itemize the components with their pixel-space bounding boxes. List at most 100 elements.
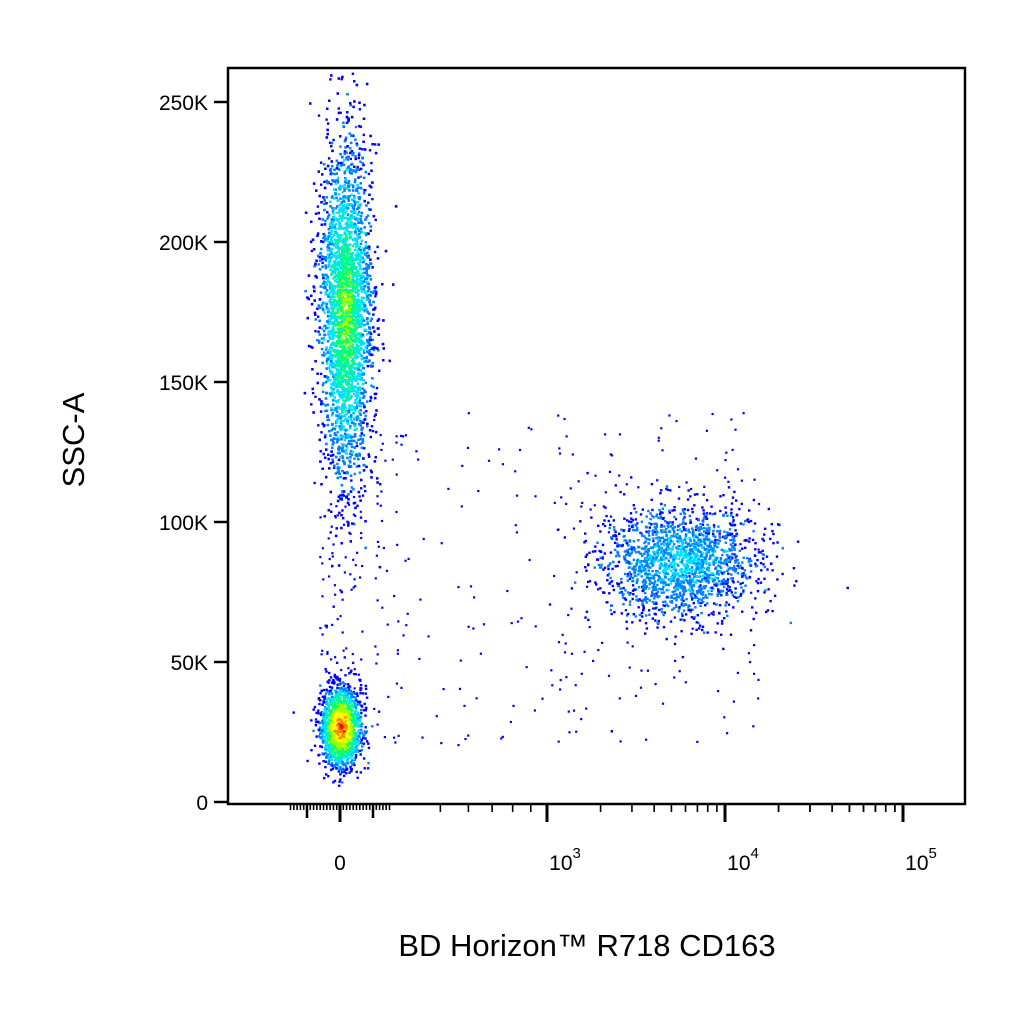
scatter-dot xyxy=(358,423,361,426)
scatter-dot xyxy=(359,352,362,356)
scatter-dot xyxy=(345,248,349,252)
scatter-dot xyxy=(339,280,342,283)
scatter-dot xyxy=(345,360,348,364)
scatter-dot xyxy=(336,311,339,315)
scatter-dot xyxy=(338,375,341,378)
scatter-dot xyxy=(314,395,317,398)
scatter-dot xyxy=(325,118,328,121)
scatter-dot xyxy=(346,332,350,335)
scatter-dot xyxy=(326,340,330,343)
scatter-dot xyxy=(350,263,353,266)
scatter-dot xyxy=(365,280,368,284)
scatter-dot xyxy=(339,323,343,326)
scatter-dot xyxy=(340,78,343,81)
scatter-dot xyxy=(341,427,344,431)
scatter-dot xyxy=(354,230,357,234)
scatter-dot xyxy=(313,290,316,293)
scatter-dot xyxy=(332,362,335,365)
scatter-dot xyxy=(327,311,330,314)
scatter-dot xyxy=(348,243,352,246)
scatter-dot xyxy=(346,229,349,233)
scatter-dot xyxy=(358,332,361,335)
scatter-dot xyxy=(332,331,335,334)
scatter-dot xyxy=(332,605,335,608)
scatter-dot xyxy=(337,449,340,452)
scatter-dot xyxy=(358,197,361,201)
scatter-dot xyxy=(339,446,342,450)
scatter-dot xyxy=(327,322,330,326)
scatter-dot xyxy=(361,324,365,327)
scatter-dot xyxy=(374,456,377,459)
scatter-dot xyxy=(365,269,368,273)
scatter-dot xyxy=(338,383,342,387)
scatter-dot xyxy=(341,405,344,408)
scatter-dot xyxy=(326,362,329,365)
scatter-dot xyxy=(347,258,350,262)
scatter-dot xyxy=(312,248,316,251)
scatter-dot xyxy=(348,386,351,389)
scatter-dot xyxy=(354,336,358,339)
scatter-dot xyxy=(352,206,355,209)
scatter-dot xyxy=(355,187,359,190)
scatter-dot xyxy=(343,262,346,265)
scatter-dot xyxy=(353,309,357,313)
scatter-dot xyxy=(336,164,339,167)
scatter-dot xyxy=(359,320,363,324)
scatter-dot xyxy=(360,421,363,424)
scatter-dot xyxy=(328,299,331,302)
scatter-dot xyxy=(340,219,344,222)
scatter-dot xyxy=(348,307,351,310)
scatter-dot xyxy=(341,75,344,79)
scatter-dot xyxy=(338,298,341,302)
scatter-dot xyxy=(368,349,371,352)
scatter-dot xyxy=(317,114,321,117)
scatter-dot xyxy=(334,182,338,185)
scatter-dot xyxy=(349,221,352,224)
scatter-dot xyxy=(342,269,345,272)
scatter-dot xyxy=(353,370,356,374)
scatter-dot xyxy=(356,227,360,231)
scatter-dot xyxy=(332,180,335,183)
scatter-dot xyxy=(356,207,359,211)
scatter-dot xyxy=(355,347,358,350)
scatter-dot xyxy=(336,476,339,480)
scatter-dot xyxy=(337,248,340,252)
scatter-dot xyxy=(332,391,335,394)
scatter-dot xyxy=(363,248,366,251)
scatter-dot xyxy=(333,234,336,237)
scatter-dot xyxy=(340,282,343,285)
scatter-dot xyxy=(331,165,334,168)
scatter-dot xyxy=(329,232,333,235)
scatter-dot xyxy=(354,423,357,426)
scatter-dot xyxy=(355,189,358,192)
scatter-dot xyxy=(356,143,359,147)
scatter-dot xyxy=(340,320,344,323)
scatter-dot xyxy=(321,273,325,276)
scatter-dot xyxy=(363,357,366,360)
scatter-dot xyxy=(328,352,332,355)
scatter-dot xyxy=(353,409,356,412)
scatter-dot xyxy=(330,240,333,243)
scatter-dot xyxy=(317,254,320,258)
scatter-dot xyxy=(352,360,355,364)
scatter-dot xyxy=(346,111,349,114)
scatter-dot xyxy=(350,172,353,175)
scatter-dot xyxy=(332,287,335,291)
scatter-dot xyxy=(326,182,329,185)
scatter-dot xyxy=(336,381,340,385)
scatter-dot xyxy=(376,327,380,330)
scatter-dot xyxy=(358,309,361,313)
scatter-dot xyxy=(357,221,360,224)
scatter-dot xyxy=(350,312,353,315)
scatter-dot xyxy=(376,245,379,249)
scatter-dot xyxy=(337,438,340,441)
scatter-dot xyxy=(365,410,368,413)
scatter-dot xyxy=(344,196,348,200)
scatter-dot xyxy=(330,183,333,186)
scatter-dot xyxy=(335,355,338,359)
scatter-dot xyxy=(355,315,358,319)
scatter-dot xyxy=(348,351,351,354)
scatter-dot xyxy=(325,367,328,370)
scatter-dot xyxy=(337,161,340,165)
scatter-dot xyxy=(342,197,345,200)
